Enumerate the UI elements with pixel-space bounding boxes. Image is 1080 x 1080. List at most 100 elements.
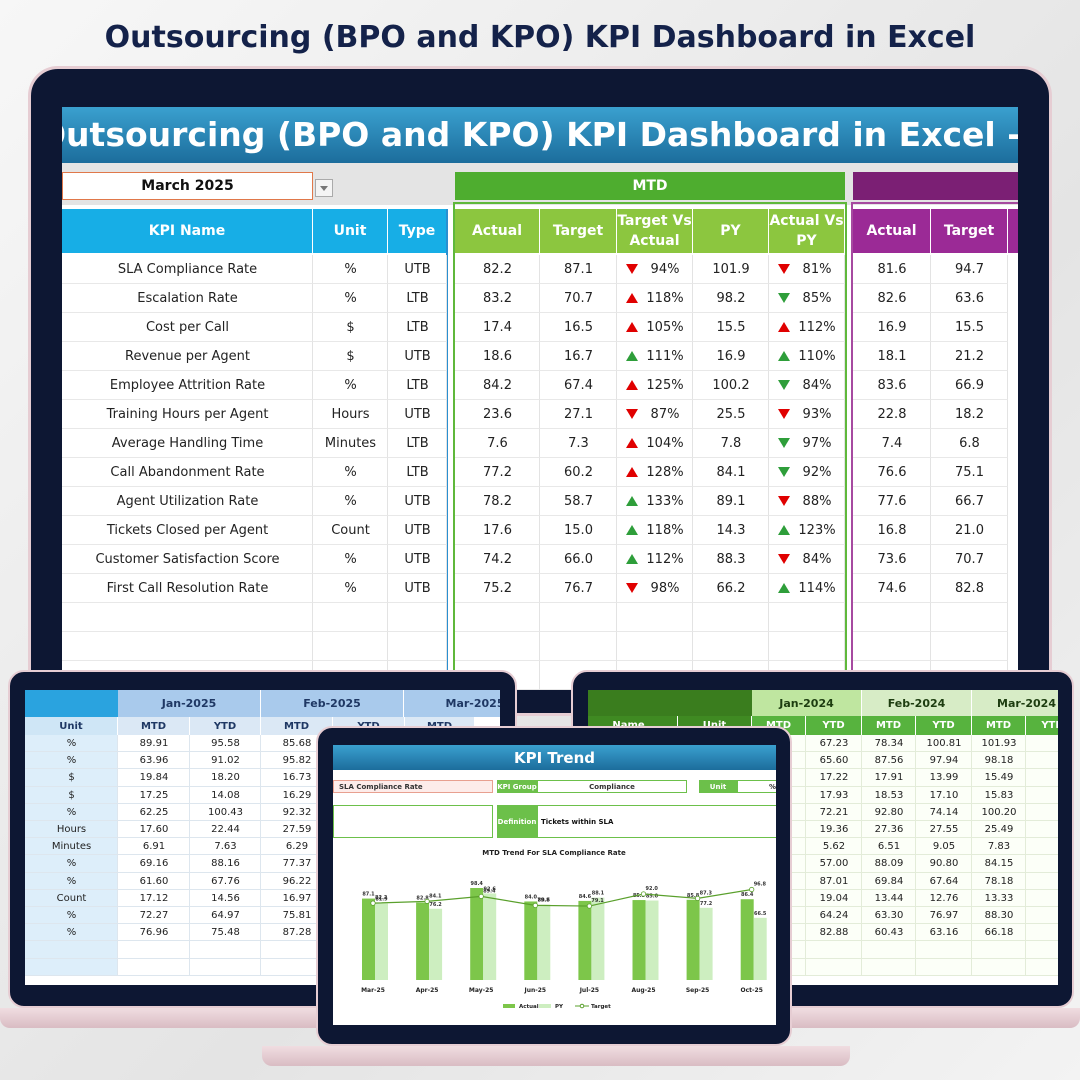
cell-border bbox=[190, 838, 261, 856]
bar bbox=[591, 897, 605, 980]
cell: 69.84 bbox=[874, 875, 904, 887]
cell-border bbox=[972, 786, 1026, 804]
point bbox=[532, 902, 538, 908]
cell-border bbox=[916, 941, 972, 959]
bar bbox=[429, 908, 443, 980]
cell-border bbox=[972, 855, 1026, 873]
cell-border bbox=[931, 371, 1008, 400]
arrow-down bbox=[778, 293, 790, 303]
cell: % bbox=[66, 738, 77, 750]
cell-border bbox=[62, 342, 313, 371]
cell-border bbox=[455, 371, 540, 400]
data-label: 84.1 bbox=[429, 893, 442, 899]
cell-border bbox=[806, 821, 862, 839]
cell-border bbox=[388, 342, 447, 371]
cell-border bbox=[62, 458, 313, 487]
cell-border bbox=[388, 400, 447, 429]
cell: 6.51 bbox=[877, 841, 901, 853]
cell-border bbox=[118, 821, 190, 839]
cell: 17.10 bbox=[929, 789, 959, 801]
cell-border bbox=[25, 821, 118, 839]
cell-border bbox=[931, 458, 1008, 487]
cell-border bbox=[853, 574, 931, 603]
cell-border bbox=[25, 803, 118, 821]
cell-border bbox=[1026, 821, 1058, 839]
cell-border bbox=[388, 429, 447, 458]
data-label: 92.0 bbox=[646, 886, 659, 892]
page-title: Outsourcing (BPO and KPO) KPI Dashboard … bbox=[104, 19, 976, 55]
cell: % bbox=[344, 291, 357, 306]
data-label: 88.1 bbox=[592, 891, 605, 897]
data-label: 79.8 bbox=[537, 897, 550, 903]
cell-border bbox=[540, 313, 617, 342]
cell: 96.22 bbox=[282, 875, 312, 887]
cell-border bbox=[693, 545, 769, 574]
cell: 27.55 bbox=[929, 824, 959, 836]
cell-border bbox=[190, 803, 261, 821]
cell: 82.2 bbox=[483, 262, 512, 277]
cell: 70.7 bbox=[564, 291, 593, 306]
cell: Hours bbox=[331, 407, 370, 422]
cell: $ bbox=[68, 772, 75, 784]
ytd-header bbox=[853, 172, 1018, 200]
cell: 66.2 bbox=[716, 581, 746, 596]
cell: 22.8 bbox=[877, 407, 907, 422]
percent: 84% bbox=[802, 552, 832, 567]
data-label: 96.8 bbox=[754, 881, 767, 887]
cell: 15.83 bbox=[984, 789, 1014, 801]
data-label: 76.2 bbox=[429, 902, 442, 908]
cell: 83.6 bbox=[877, 378, 907, 393]
cell: 77.2 bbox=[483, 465, 512, 480]
cell: 77.6 bbox=[877, 494, 907, 509]
cell-border bbox=[118, 838, 190, 856]
banner: Outsourcing (BPO and KPO) KPI Dashboard … bbox=[62, 115, 1018, 154]
cell-border bbox=[972, 872, 1026, 890]
cell-border bbox=[617, 545, 693, 574]
cell-border bbox=[313, 603, 388, 632]
data-label: 85.8 bbox=[687, 893, 700, 899]
cell-border bbox=[972, 752, 1026, 770]
cell: 87.28 bbox=[282, 927, 312, 939]
cell-border bbox=[540, 371, 617, 400]
cell-border bbox=[916, 752, 972, 770]
cell-border bbox=[931, 400, 1008, 429]
cell: LTB bbox=[406, 320, 429, 335]
cell: 92.80 bbox=[874, 806, 904, 818]
arrow-down bbox=[778, 409, 790, 419]
percent: 88% bbox=[802, 494, 832, 509]
legend-marker bbox=[579, 1003, 585, 1009]
cell-border bbox=[118, 872, 190, 890]
cell-border bbox=[62, 284, 313, 313]
cell-border bbox=[972, 821, 1026, 839]
cell-border bbox=[806, 907, 862, 925]
cell: 82.88 bbox=[819, 927, 849, 939]
cell-border bbox=[853, 545, 931, 574]
cell: % bbox=[66, 910, 77, 922]
cell-border bbox=[313, 487, 388, 516]
cell-border bbox=[862, 889, 916, 907]
cell: % bbox=[66, 806, 77, 818]
cell-border bbox=[455, 516, 540, 545]
bar bbox=[645, 900, 659, 980]
cell-border bbox=[693, 516, 769, 545]
cell-border bbox=[916, 889, 972, 907]
percent: 118% bbox=[646, 523, 684, 538]
cell: 82.6 bbox=[877, 291, 907, 306]
cell-border bbox=[862, 907, 916, 925]
cell-border bbox=[118, 924, 190, 942]
cell-border bbox=[769, 255, 845, 284]
cell-border bbox=[540, 516, 617, 545]
column-header-partial bbox=[1008, 209, 1018, 253]
cell-border bbox=[1026, 958, 1058, 976]
cell-border bbox=[190, 786, 261, 804]
cell: % bbox=[66, 858, 77, 870]
cell-border bbox=[313, 632, 388, 661]
cell-border bbox=[931, 545, 1008, 574]
legend-swatch bbox=[503, 1004, 515, 1008]
cell-border bbox=[1026, 769, 1058, 787]
cell: 66.7 bbox=[955, 494, 984, 509]
cell-border bbox=[62, 545, 313, 574]
arrow-up bbox=[626, 525, 638, 535]
blank-box bbox=[333, 805, 493, 838]
